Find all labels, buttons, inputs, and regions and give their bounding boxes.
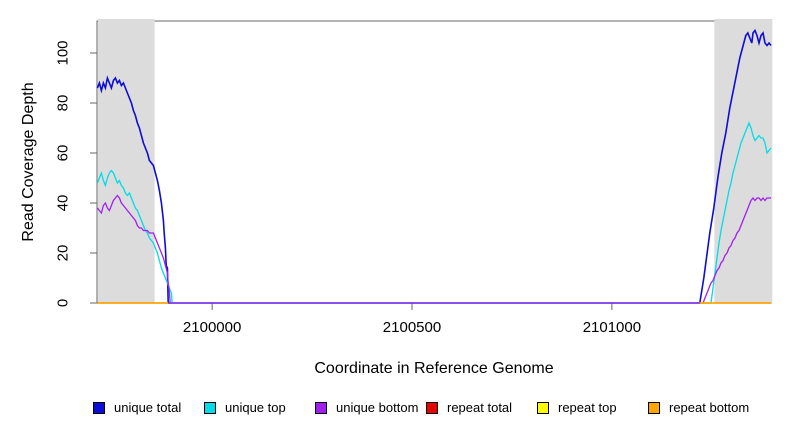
repeat-bottom-swatch-icon [648, 402, 660, 414]
y-tick-label: 40 [55, 195, 72, 212]
legend-item-unique-total: unique total [93, 400, 204, 416]
unique-total-swatch-icon [93, 402, 105, 414]
right-repeat-region [714, 19, 773, 303]
y-tick-label: 60 [55, 145, 72, 162]
y-tick-label: 0 [55, 299, 72, 307]
legend-label: unique bottom [336, 400, 419, 415]
legend-label: unique top [225, 400, 286, 415]
legend-item-repeat-bottom: repeat bottom [648, 400, 759, 416]
repeat-top-swatch-icon [537, 402, 549, 414]
unique-bottom-swatch-icon [315, 402, 327, 414]
x-tick-label: 2100500 [383, 319, 441, 336]
y-axis-title: Read Coverage Depth [20, 82, 37, 242]
legend-label: repeat bottom [669, 400, 750, 415]
legend-item-repeat-top: repeat top [537, 400, 648, 416]
legend-item-unique-bottom: unique bottom [315, 400, 426, 416]
legend: unique total unique top unique bottom re… [93, 400, 759, 416]
unique-top-swatch-icon [204, 402, 216, 414]
y-tick-label: 20 [55, 245, 72, 262]
y-tick-label: 80 [55, 95, 72, 112]
x-tick-label: 2101000 [583, 319, 641, 336]
legend-label: unique total [114, 400, 182, 415]
plot-box [96, 20, 772, 304]
series-unique-top [96, 121, 772, 304]
x-tick-label: 2100000 [183, 319, 241, 336]
series-unique-total [96, 28, 772, 304]
y-tick-label: 100 [55, 40, 72, 65]
series-unique-bottom [96, 194, 771, 304]
legend-label: repeat total [447, 400, 513, 415]
left-repeat-region [97, 19, 155, 303]
legend-label: repeat top [558, 400, 617, 415]
legend-item-repeat-total: repeat total [426, 400, 537, 416]
x-axis-title: Coordinate in Reference Genome [314, 360, 554, 377]
legend-item-unique-top: unique top [204, 400, 315, 416]
repeat-total-swatch-icon [426, 402, 438, 414]
